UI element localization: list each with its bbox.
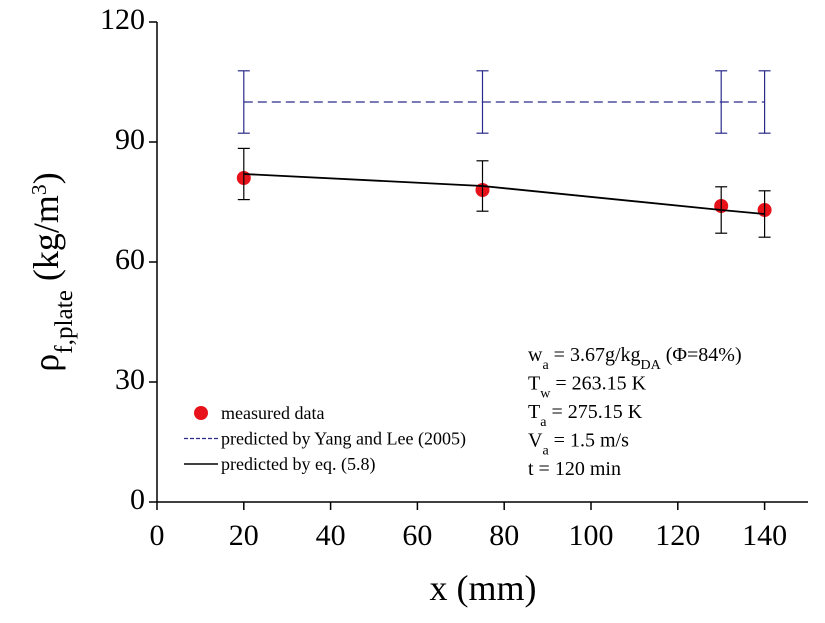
- text-part: a: [540, 415, 547, 430]
- text-part: (kg/m: [26, 195, 66, 290]
- text-part: w: [540, 386, 551, 401]
- text-part: w: [528, 344, 543, 366]
- line: [243, 173, 765, 215]
- error-bar: [715, 186, 728, 234]
- annotation: Ta = 275.15 K: [528, 401, 643, 430]
- text-part: T: [528, 373, 540, 395]
- text-part: f,plate: [51, 290, 78, 354]
- y-tick-label: 30: [115, 363, 145, 396]
- text-part: ): [26, 172, 66, 184]
- x-tick-label: 140: [742, 519, 787, 552]
- x-tick-label: 80: [489, 519, 519, 552]
- legend-label: measured data: [221, 403, 324, 423]
- text-part: V: [528, 430, 543, 452]
- text-part: T: [528, 401, 540, 423]
- y-tick-label: 60: [115, 243, 145, 276]
- text-part: ρ: [26, 354, 66, 372]
- y-tick-label: 90: [115, 123, 145, 156]
- text-part: (Φ=84%): [661, 344, 742, 366]
- text-part: = 275.15 K: [546, 401, 642, 423]
- text-part: a: [542, 443, 549, 458]
- x-tick-label: 40: [316, 519, 346, 552]
- x-tick-label: 120: [655, 519, 700, 552]
- text-part: DA: [641, 358, 662, 373]
- error-bar: [758, 190, 771, 238]
- x-axis-label: x (mm): [430, 568, 537, 608]
- text-part: = 1.5 m/s: [549, 430, 629, 452]
- annotation: wa = 3.67g/kgDA (Φ=84%): [528, 344, 742, 373]
- x-tick-label: 20: [229, 519, 259, 552]
- error-bar: [476, 160, 489, 212]
- annotation: t = 120 min: [528, 458, 621, 480]
- y-tick-label: 0: [130, 483, 145, 516]
- error-bar: [758, 70, 771, 134]
- x-tick-label: 100: [569, 519, 614, 552]
- text-part: t = 120 min: [528, 458, 621, 480]
- y-axis-label: ρf,plate (kg/m3): [26, 172, 78, 371]
- error-bar: [715, 70, 728, 134]
- x-tick-label: 0: [150, 519, 165, 552]
- error-bar: [237, 70, 250, 134]
- y-tick-label: 120: [100, 3, 145, 36]
- text-part: = 3.67g/kg: [549, 344, 641, 366]
- error-bar: [476, 70, 489, 134]
- annotation: Va = 1.5 m/s: [528, 430, 629, 459]
- legend-label: predicted by Yang and Lee (2005): [221, 429, 466, 450]
- x-tick-label: 60: [402, 519, 432, 552]
- text-part: 3: [27, 184, 51, 195]
- annotation: Tw = 263.15 K: [528, 373, 647, 402]
- text-part: a: [542, 358, 549, 373]
- text-part: = 263.15 K: [550, 373, 646, 395]
- legend-marker: [194, 406, 208, 420]
- legend-label: predicted by eq. (5.8): [221, 454, 375, 475]
- error-bar: [237, 147, 250, 201]
